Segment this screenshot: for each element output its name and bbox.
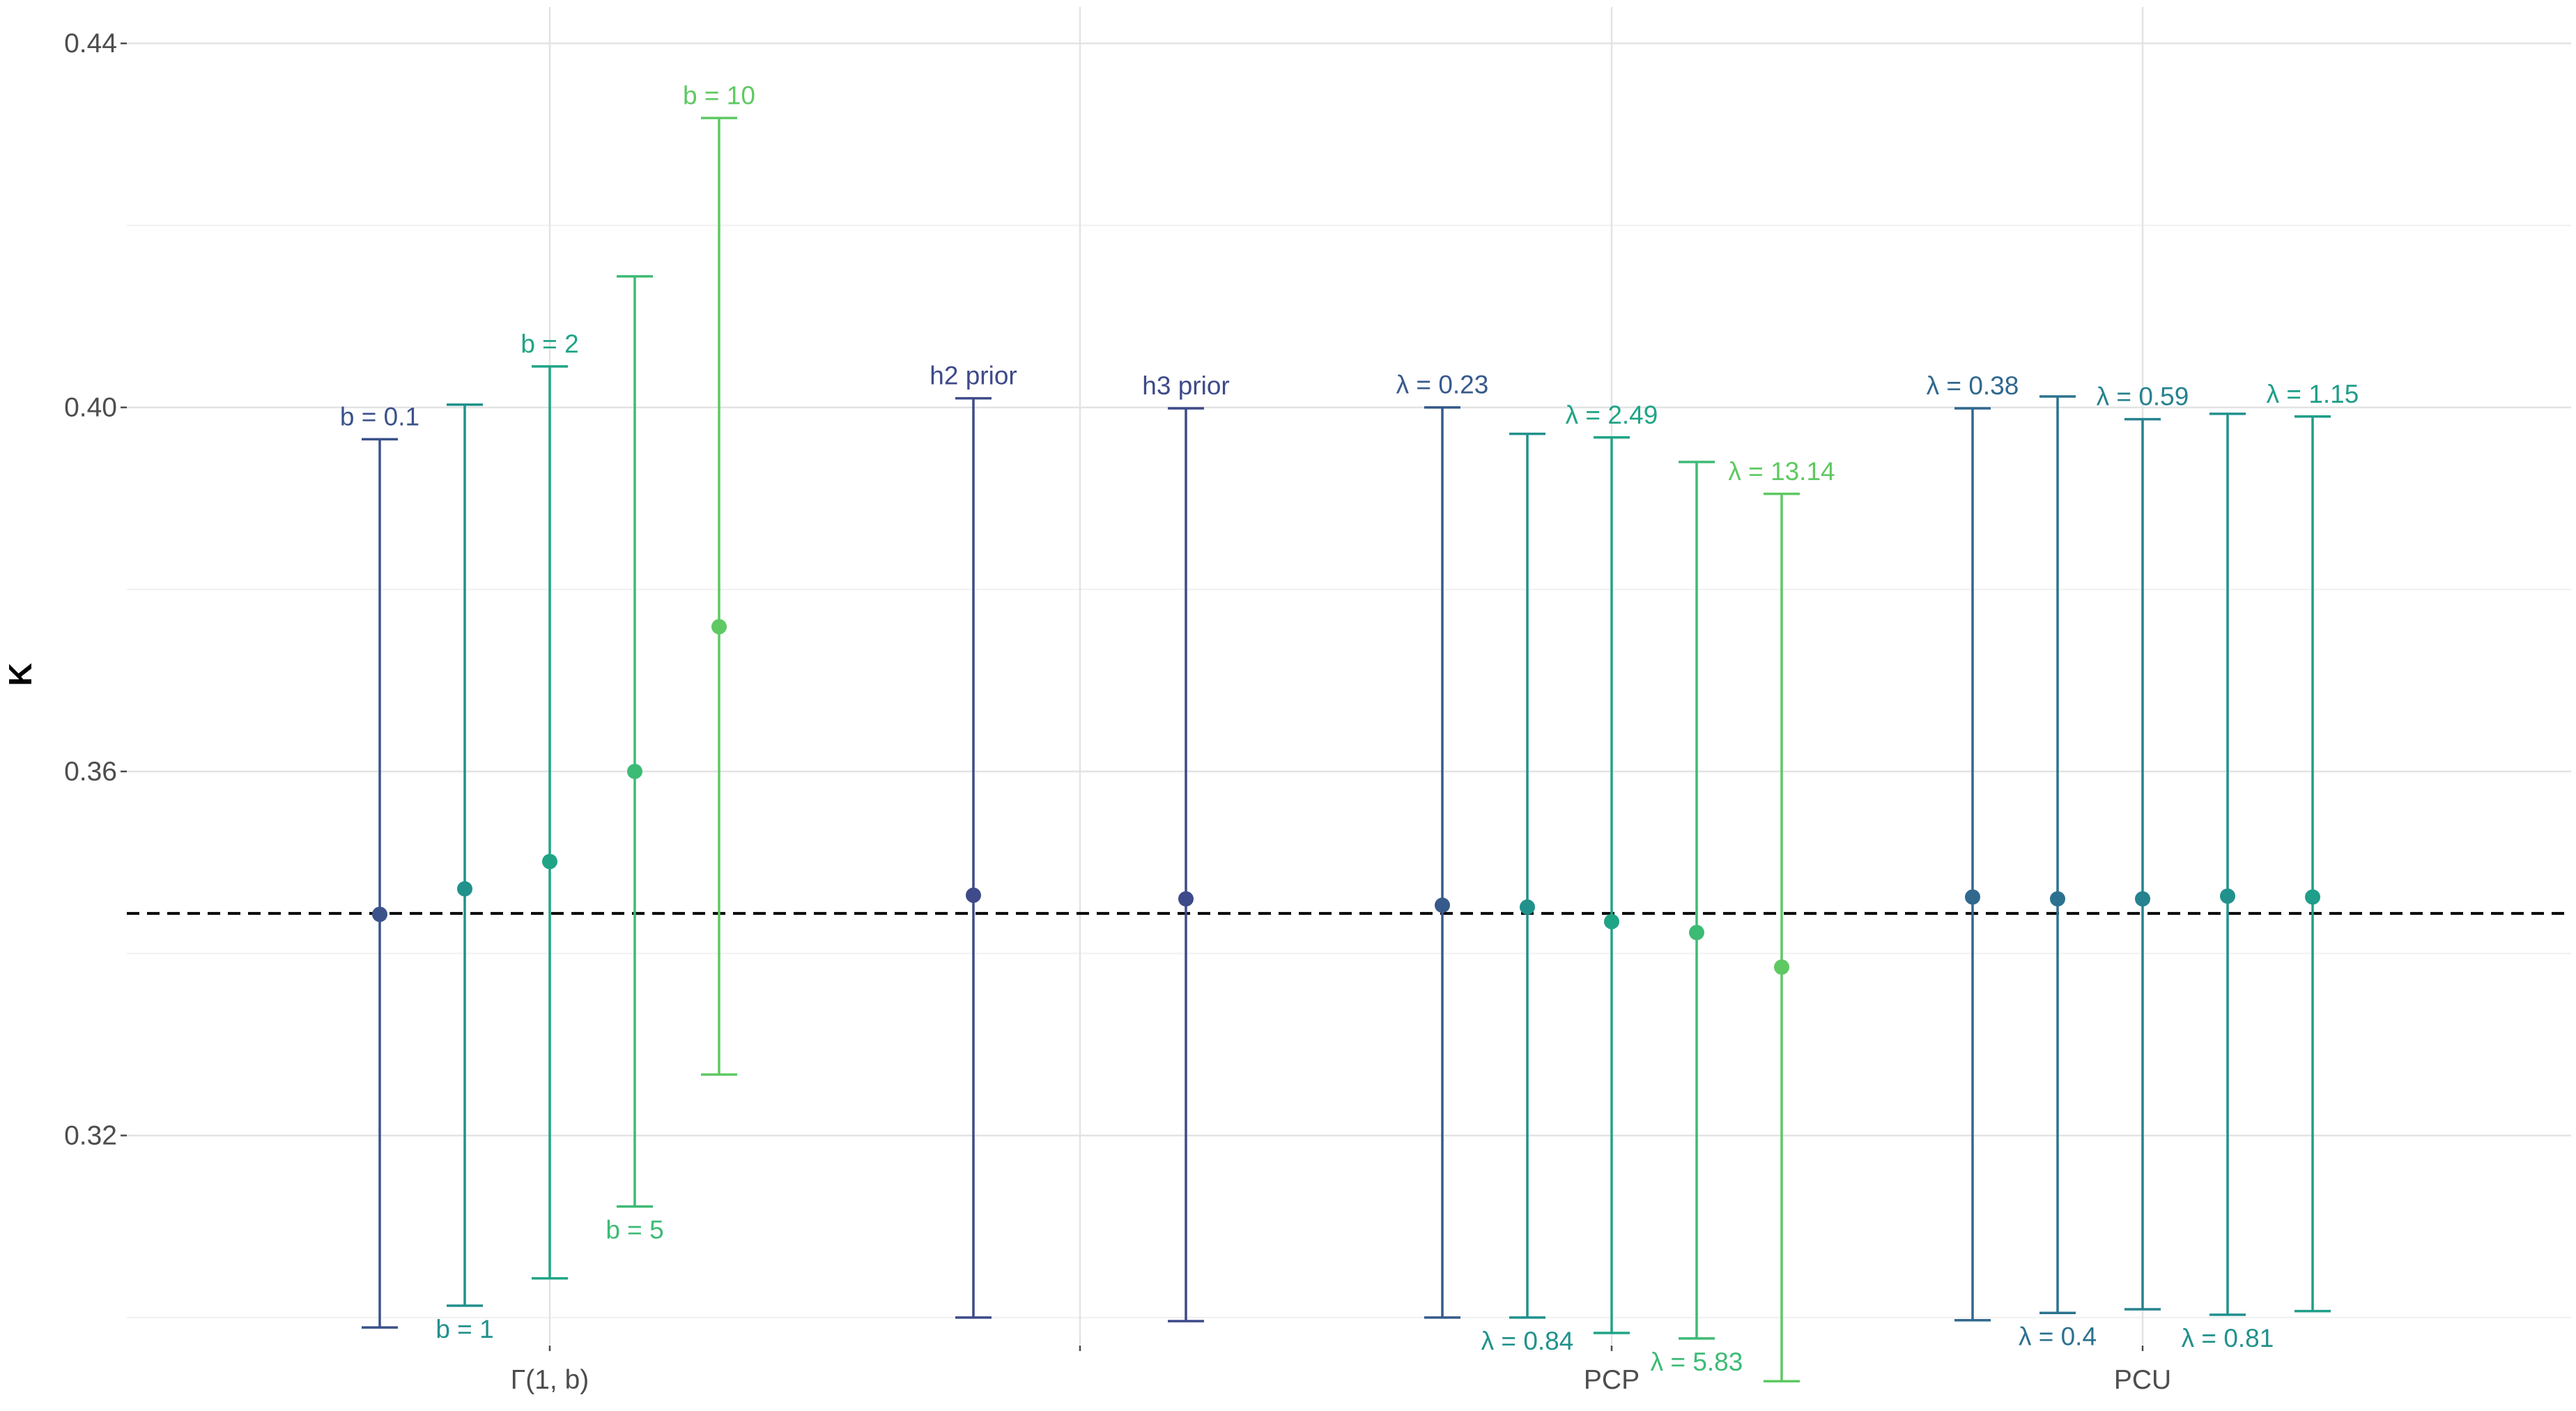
y-tick-label: 0.44 [64,29,117,59]
errorbar-group [2295,415,2331,1313]
data-point [2220,888,2235,904]
point-label: b = 0.1 [340,402,419,431]
y-tick-label: 0.36 [64,757,117,787]
point-label: b = 5 [606,1215,663,1244]
errorbar-group [1594,436,1630,1334]
point-label: λ = 0.81 [2182,1324,2274,1352]
point-label: λ = 0.84 [1481,1327,1574,1355]
x-axis: Γ(1, b) PCP PCU [511,1346,2171,1395]
point-label: b = 10 [683,81,755,109]
errorbar-group [1954,407,1991,1322]
data-point [1689,925,1704,941]
point-label: λ = 1.15 [2267,380,2359,408]
errorbar-group [1424,406,1460,1319]
errorbar-group [2124,417,2161,1311]
y-tick-label: 0.32 [64,1121,117,1151]
errorbar-group [617,275,653,1208]
data-point [457,881,472,897]
point-label: λ = 2.49 [1566,401,1658,429]
data-point [627,764,642,780]
errorbar-group [1509,432,1545,1319]
data-point [711,619,727,635]
point-label: λ = 0.23 [1396,371,1489,399]
errorbar-group [1168,407,1204,1323]
y-tick-label: 0.40 [64,393,117,423]
point-label: b = 2 [520,330,578,358]
data-point [1520,899,1535,915]
x-tick-label: PCP [1584,1365,1640,1395]
point-label: λ = 0.38 [1927,371,2019,400]
minor-gridlines [127,224,2571,1318]
point-labels: b = 0.1 b = 1 b = 2 b = 5 b = 10 h2 prior h3 p… [340,81,2359,1376]
x-tick-label: Γ(1, b) [511,1365,589,1395]
major-gridlines [127,7,2571,1345]
data-point [1604,913,1619,930]
point-label: h2 prior [930,362,1017,390]
data-point [2135,891,2150,907]
point-label: h3 prior [1142,371,1229,400]
data-point [2050,891,2065,907]
y-axis-title: K [2,663,38,686]
errorbar-group [532,365,568,1280]
data-point [1965,889,1980,905]
errorbar-group [2039,395,2076,1315]
point-label: λ = 5.83 [1651,1348,1743,1376]
data-point [1435,897,1450,913]
point-label: λ = 0.59 [2097,383,2189,411]
data-point [2305,889,2320,905]
data-point [1774,959,1789,975]
errorbar-group [955,396,992,1319]
data-point [372,907,387,923]
data-point [966,887,981,903]
errorbar-group [447,403,483,1307]
errorbar-group [2209,412,2246,1316]
point-label: b = 1 [435,1315,493,1343]
errorbar-group [362,438,398,1329]
errorbar-group [701,116,737,1076]
error-bars [362,116,2331,1382]
point-label: λ = 13.14 [1728,457,1835,486]
errorbar-group [1764,493,1800,1382]
data-point [1178,891,1194,907]
x-tick-label: PCU [2114,1365,2171,1395]
data-point [542,854,557,870]
point-label: λ = 0.4 [2019,1322,2097,1350]
errorbar-group [1679,461,1715,1340]
y-axis: 0.32 0.36 0.40 0.44 [64,29,127,1151]
